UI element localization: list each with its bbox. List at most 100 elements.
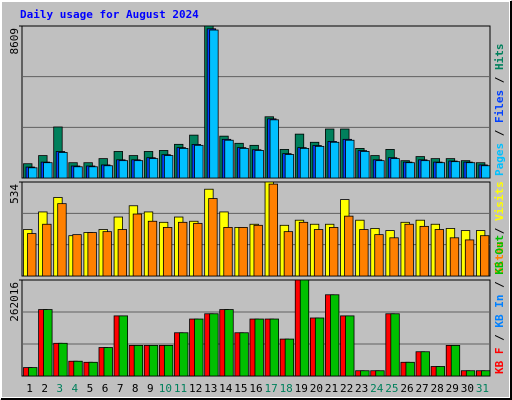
bar bbox=[450, 161, 461, 179]
bar bbox=[420, 351, 430, 377]
bar bbox=[224, 309, 234, 377]
legend-entry: Hits bbox=[493, 44, 506, 71]
x-tick-label: 30 bbox=[461, 382, 474, 395]
bar bbox=[375, 160, 385, 179]
bar bbox=[268, 183, 278, 277]
bar bbox=[299, 148, 310, 179]
x-tick-label: 8 bbox=[132, 382, 139, 395]
bar bbox=[117, 229, 127, 277]
x-tick-label: 7 bbox=[117, 382, 124, 395]
x-tick-label: 25 bbox=[385, 382, 398, 395]
x-tick-label: 12 bbox=[189, 382, 202, 395]
bar bbox=[194, 318, 204, 377]
bar bbox=[209, 29, 219, 179]
legend-separator: / bbox=[493, 275, 506, 295]
bar bbox=[313, 229, 324, 277]
legend-entry: KB F bbox=[493, 348, 506, 375]
legend-separator: / bbox=[493, 328, 506, 348]
x-tick-label: 24 bbox=[370, 382, 384, 395]
bar bbox=[43, 309, 53, 377]
legend-entry: KB Out bbox=[493, 235, 506, 275]
x-tick-label: 23 bbox=[355, 382, 368, 395]
bar bbox=[72, 234, 82, 277]
y-max-label: 534 bbox=[8, 184, 21, 204]
x-tick-label: 11 bbox=[174, 382, 187, 395]
bar bbox=[73, 360, 83, 377]
bar bbox=[481, 165, 491, 179]
x-tick-label: 26 bbox=[400, 382, 413, 395]
bar bbox=[209, 313, 219, 377]
bar bbox=[404, 223, 414, 277]
bar bbox=[118, 160, 128, 179]
bar bbox=[58, 152, 68, 179]
bar bbox=[375, 370, 385, 377]
bar bbox=[163, 155, 174, 179]
bar bbox=[405, 162, 415, 179]
bar bbox=[344, 215, 354, 277]
bar bbox=[269, 318, 279, 377]
bar bbox=[208, 198, 218, 277]
legend-entry: Visits bbox=[493, 181, 506, 221]
bar bbox=[314, 317, 325, 377]
bar bbox=[299, 279, 310, 377]
bar bbox=[298, 221, 309, 277]
bar bbox=[179, 148, 189, 179]
x-tick-label: 14 bbox=[219, 382, 233, 395]
bar bbox=[345, 139, 355, 179]
bar bbox=[360, 370, 370, 377]
bar bbox=[253, 224, 263, 277]
bar bbox=[450, 345, 461, 377]
x-tick-label: 16 bbox=[249, 382, 262, 395]
bar bbox=[162, 227, 173, 277]
bar bbox=[27, 233, 37, 277]
bar bbox=[178, 221, 188, 277]
bar bbox=[269, 119, 279, 179]
legend: KB F / KB In / KB Out bbox=[493, 235, 506, 374]
y-max-label: 262016 bbox=[8, 282, 21, 322]
bar bbox=[87, 232, 97, 277]
chart-title: Daily usage for August 2024 bbox=[20, 8, 199, 21]
bar bbox=[193, 222, 203, 277]
bar bbox=[103, 165, 113, 179]
bar bbox=[254, 150, 264, 179]
bar bbox=[390, 158, 400, 179]
bar bbox=[329, 227, 339, 277]
bar bbox=[419, 225, 429, 277]
bar bbox=[148, 158, 159, 179]
bar bbox=[239, 332, 249, 377]
bar bbox=[405, 361, 415, 377]
x-tick-label: 21 bbox=[325, 382, 338, 395]
x-tick-label: 5 bbox=[87, 382, 94, 395]
legend-separator: / bbox=[493, 221, 506, 241]
bar bbox=[133, 160, 144, 179]
bar bbox=[465, 162, 476, 179]
x-tick-label: 18 bbox=[280, 382, 293, 395]
legend-entry: Files bbox=[493, 90, 506, 123]
bar bbox=[133, 345, 144, 377]
bar bbox=[420, 160, 430, 179]
bar bbox=[42, 223, 52, 277]
bar bbox=[132, 213, 143, 277]
bar bbox=[223, 227, 233, 277]
bar bbox=[57, 203, 67, 277]
bar bbox=[58, 342, 68, 377]
bar bbox=[224, 139, 234, 179]
bar bbox=[480, 235, 490, 277]
legend: Pages / Files / Hits bbox=[493, 44, 506, 177]
bar bbox=[148, 345, 159, 377]
bar bbox=[118, 315, 128, 377]
legend-separator: / bbox=[493, 123, 506, 143]
bar bbox=[239, 148, 249, 179]
bar bbox=[194, 144, 204, 179]
x-tick-label: 22 bbox=[340, 382, 353, 395]
bar bbox=[464, 239, 475, 277]
legend-entry: Pages bbox=[493, 143, 506, 176]
bar bbox=[88, 361, 98, 377]
x-tick-label: 1 bbox=[26, 382, 33, 395]
x-tick-label: 2 bbox=[41, 382, 48, 395]
bar bbox=[465, 370, 476, 377]
x-tick-label: 13 bbox=[204, 382, 217, 395]
bar bbox=[345, 315, 355, 377]
bar bbox=[481, 370, 491, 377]
